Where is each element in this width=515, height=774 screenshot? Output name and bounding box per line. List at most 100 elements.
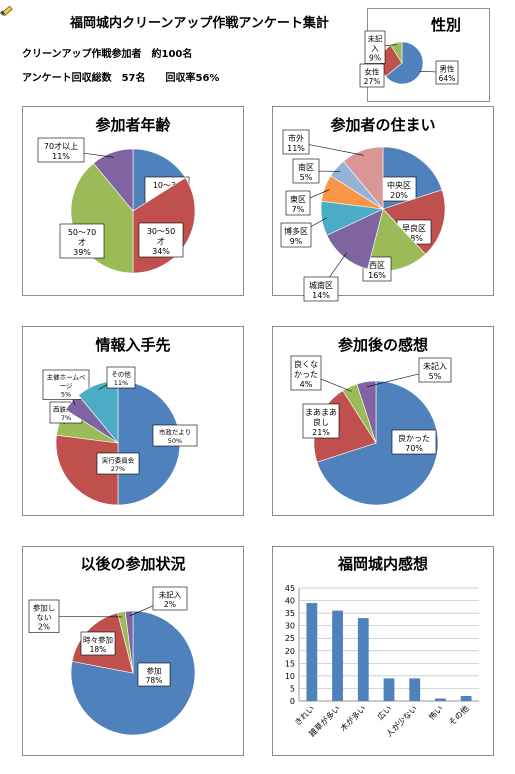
pie-slice <box>124 610 134 674</box>
x-tick-label: きれい <box>293 704 316 727</box>
data-label-box <box>37 137 85 163</box>
slice-label: 男性 <box>440 64 455 74</box>
data-label-box <box>359 63 385 88</box>
x-tick-label: その他 <box>447 703 471 727</box>
data-label-box <box>435 60 459 85</box>
slice-percent: 78% <box>146 676 163 685</box>
slice-percent: 16% <box>368 271 386 280</box>
data-label-box <box>280 222 312 248</box>
slice-percent: 5% <box>61 391 71 399</box>
residence-chart: 参加者の住まい 中央区 20% 早良区 18% 西区 16% 城南区 14% 博多区 9% 東区 7%… <box>272 106 494 302</box>
slice-label: 才 <box>78 237 86 247</box>
data-label-box <box>152 586 188 611</box>
data-label-box <box>302 403 340 439</box>
pie-slice <box>93 148 134 212</box>
y-tick-label: 10 <box>285 672 295 681</box>
pie-slice <box>55 434 119 506</box>
data-label-box <box>106 366 136 389</box>
slice-percent: 9% <box>369 54 381 63</box>
chart-title: 参加者年齢 <box>95 116 171 134</box>
slice-label: 中央区 <box>387 180 411 190</box>
slice-label: 女性 <box>365 67 380 77</box>
data-label-box <box>152 424 198 447</box>
y-tick-label: 20 <box>285 647 295 656</box>
slice-percent: 64% <box>439 74 456 83</box>
pie-slice <box>385 41 424 85</box>
age-chart: 参加者年齢 10～30才16%30～50才34%50～70才39%70才以上11… <box>22 106 244 296</box>
slice-percent: 5% <box>429 372 442 381</box>
data-label-box <box>138 222 184 258</box>
y-tick-label: 25 <box>285 634 295 643</box>
pie-slice <box>316 380 439 506</box>
data-label-box <box>292 158 320 184</box>
slice-label: 主催ホームペ <box>47 373 86 382</box>
chart-title: 性別 <box>430 16 461 34</box>
castle-impression-bar: 051015202530354045きれい雑草が多い木が多い 広い人が少ない 怖いそ… <box>285 584 479 739</box>
slice-label: 50～70 <box>68 228 96 237</box>
slice-percent: 18% <box>90 645 107 654</box>
data-label-box <box>80 631 116 656</box>
slice-percent: 20% <box>390 191 408 200</box>
slice-label: ージ <box>60 382 73 390</box>
data-label-box <box>282 129 310 155</box>
data-label-box <box>381 176 417 202</box>
y-tick-label: 40 <box>285 597 295 606</box>
slice-label: 西区 <box>369 261 385 270</box>
slice-label: ない <box>37 613 52 622</box>
slice-label: 才 <box>157 236 165 246</box>
slice-label: 南区 <box>298 162 314 172</box>
y-tick-label: 45 <box>285 584 295 593</box>
chart-title: 参加者の住まい <box>330 116 436 134</box>
slice-label: 良くな <box>294 359 318 369</box>
slice-label: 未記 <box>368 34 383 44</box>
slice-percent: 4% <box>300 380 313 389</box>
slice-label: 良かった <box>398 433 430 443</box>
slice-percent: 5% <box>300 173 313 182</box>
data-label-box <box>418 357 452 383</box>
slice-percent: 21% <box>312 428 330 437</box>
chart-title: 情報入手先 <box>95 336 171 354</box>
y-tick-label: 5 <box>290 684 295 693</box>
pie-slice <box>356 380 377 444</box>
slice-label: 市外 <box>288 133 304 143</box>
future-participation-chart: 以後の参加状況 参加 78% 時々参加 18% 参加し ない 2% 未記入 2% <box>22 546 244 756</box>
data-label-box <box>391 429 437 455</box>
bar <box>332 610 343 701</box>
impression-chart: 参加後の感想 良かった 70% まあまあ 良し 21% 良くな かった 4% 未記入 5% <box>272 326 494 516</box>
slice-label: 10～30 <box>153 181 181 190</box>
slice-percent: 2% <box>38 623 50 632</box>
slice-percent: 39% <box>73 248 91 257</box>
chart-title: 参加後の感想 <box>337 336 428 354</box>
slice-label: 東区 <box>290 194 306 204</box>
slice-percent: 27% <box>111 465 125 473</box>
y-tick-label: 30 <box>285 622 295 631</box>
slice-label: 入 <box>371 44 379 53</box>
data-label-box <box>96 452 140 475</box>
slice-label: 70才以上 <box>44 141 78 151</box>
slice-percent: 14% <box>312 291 330 300</box>
slice-percent: 7% <box>292 205 305 214</box>
data-label-box <box>290 355 322 391</box>
bar <box>435 698 446 701</box>
slice-label: 未記入 <box>159 590 182 600</box>
data-label-box <box>137 662 171 687</box>
bar <box>460 695 472 701</box>
slice-label: 早良区 <box>402 223 426 233</box>
y-tick-label: 0 <box>290 697 295 706</box>
page-title: 福岡城内クリーンアップ作戦アンケート集計 <box>70 16 329 31</box>
data-label-box <box>364 30 386 64</box>
slice-label: その他 <box>111 370 131 379</box>
slice-label: 30～50 <box>147 227 175 236</box>
slice-percent: 11% <box>114 379 128 387</box>
pencil-icon <box>0 0 16 17</box>
bar <box>357 618 369 701</box>
slice-percent: 11% <box>52 152 70 161</box>
slice-percent: 2% <box>164 600 176 609</box>
y-tick-label: 15 <box>285 659 295 668</box>
